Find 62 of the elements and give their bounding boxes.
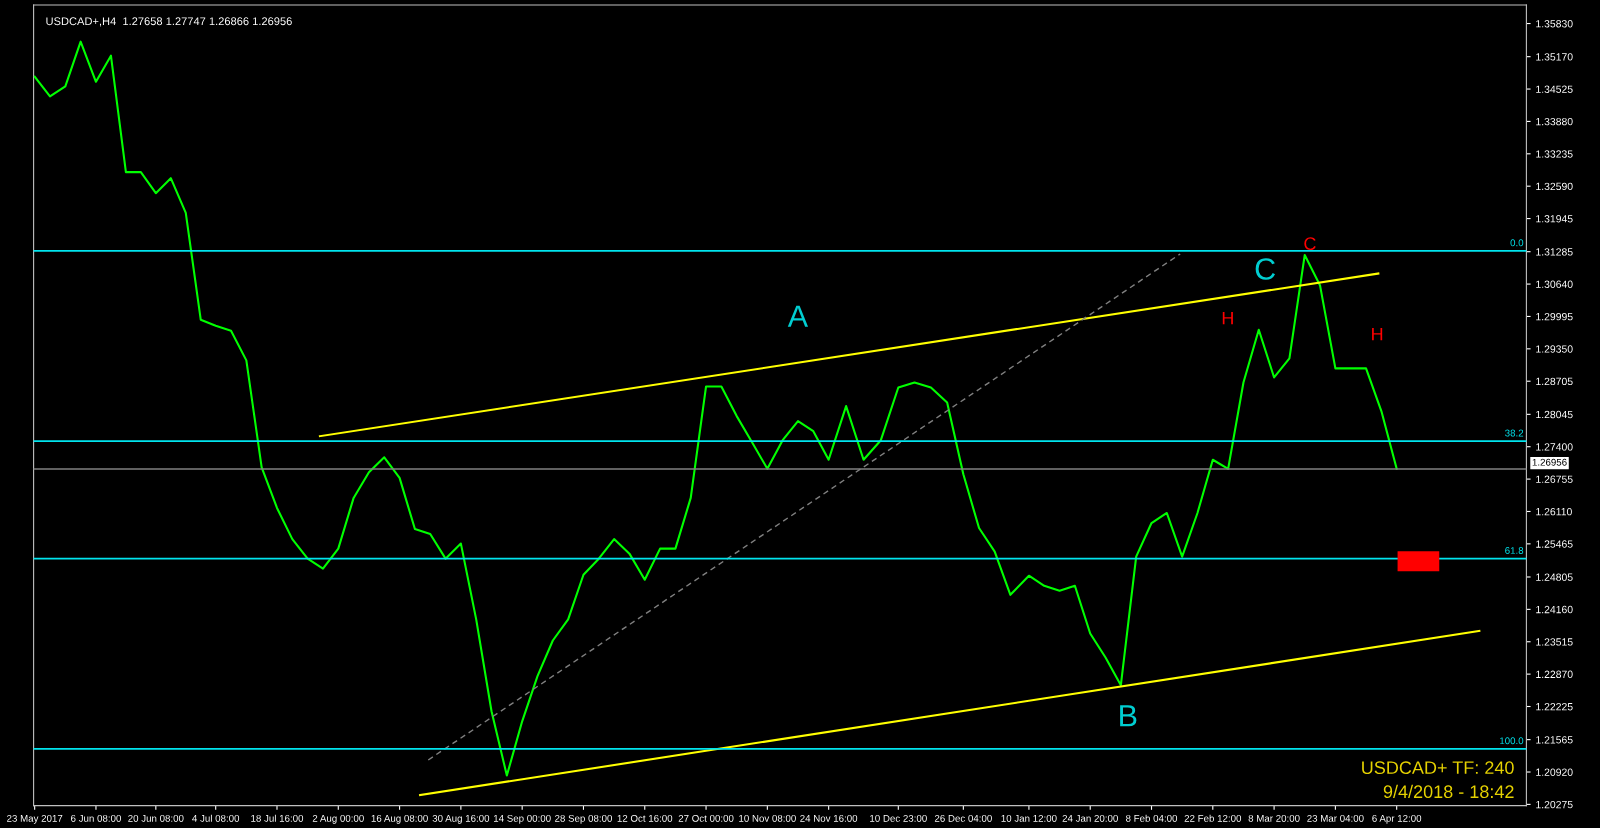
x-tick-label: 26 Dec 04:00 (934, 814, 992, 822)
y-tick-label: 1.22870 (1536, 670, 1573, 678)
y-tick-label: 1.25465 (1536, 540, 1573, 548)
y-tick-label: 1.26755 (1536, 475, 1573, 483)
y-tick-label: 1.23515 (1536, 638, 1573, 646)
annotation: 9/4/2018 - 18:42 (1383, 784, 1514, 799)
y-tick-label: 1.35170 (1536, 53, 1573, 61)
ref-line-label: 1.26956 (1532, 458, 1567, 466)
y-tick-label: 1.31285 (1536, 248, 1573, 256)
y-tick-label: 1.33880 (1536, 117, 1573, 126)
x-tick-label: 16 Aug 08:00 (371, 814, 428, 824)
y-tick-label: 1.21565 (1536, 736, 1573, 744)
x-tick-label: 20 Jun 08:00 (128, 814, 184, 822)
x-tick-label: 24 Jan 20:00 (1062, 814, 1118, 822)
annotation: C (1255, 258, 1276, 280)
annotation: H (1222, 311, 1233, 325)
annotation: 0.0 (1510, 239, 1524, 247)
y-tick-label: 1.30640 (1536, 280, 1573, 288)
x-tick-label: 28 Sep 08:00 (555, 814, 613, 824)
annotation: H (1372, 327, 1383, 341)
y-tick-label: 1.29995 (1536, 312, 1573, 321)
x-tick-label: 27 Oct 00:00 (678, 814, 734, 822)
y-tick-label: 1.31945 (1536, 215, 1573, 223)
y-tick-label: 1.33235 (1536, 150, 1573, 158)
x-tick-label: 10 Nov 08:00 (739, 814, 796, 822)
y-tick-label: 1.28705 (1536, 377, 1573, 386)
x-tick-label: 10 Dec 23:00 (870, 814, 927, 822)
x-tick-label: 22 Feb 12:00 (1184, 814, 1242, 822)
annotation: A (787, 305, 809, 327)
x-tick-label: 6 Jun 08:00 (71, 814, 121, 822)
x-tick-label: 12 Oct 16:00 (617, 814, 673, 822)
x-tick-label: 10 Jan 12:00 (1001, 814, 1057, 822)
y-tick-label: 1.24160 (1536, 605, 1573, 614)
y-tick-label: 1.35830 (1536, 20, 1573, 28)
x-tick-label: 4 Jul 08:00 (192, 814, 240, 822)
x-tick-label: 18 Jul 16:00 (251, 814, 304, 822)
x-tick-label: 23 Mar 04:00 (1307, 814, 1364, 822)
annotation: 100.0 (1500, 737, 1524, 745)
annotation: 61.8 (1505, 547, 1524, 554)
y-tick-label: 1.22225 (1536, 703, 1573, 711)
y-tick-label: 1.20920 (1536, 768, 1573, 776)
annotation: USDCAD+ TF: 240 (1362, 761, 1514, 775)
y-tick-label: 1.29350 (1536, 345, 1573, 353)
x-tick-label: 2 Aug 00:00 (312, 814, 364, 824)
x-tick-label: 23 May 2017 (7, 814, 63, 824)
y-tick-label: 1.32590 (1536, 182, 1573, 191)
x-tick-label: 24 Nov 16:00 (800, 814, 858, 822)
y-tick-label: 1.34525 (1536, 85, 1573, 93)
y-tick-label: 1.20275 (1536, 800, 1573, 809)
annotation: C (1304, 237, 1316, 251)
text: USDCAD+,H4 1.27658 1.27747 1.26866 1.26956 (46, 17, 292, 27)
y-tick-label: 1.28045 (1536, 410, 1573, 419)
y-tick-label: 1.27400 (1536, 443, 1573, 451)
y-tick-label: 1.24805 (1536, 573, 1573, 581)
x-tick-label: 30 Aug 16:00 (432, 814, 490, 824)
x-tick-label: 6 Apr 12:00 (1372, 814, 1422, 824)
y-tick-label: 1.26110 (1536, 507, 1572, 516)
x-tick-label: 14 Sep 00:00 (493, 814, 551, 824)
annotation: 38.2 (1505, 429, 1524, 437)
annotation: B (1120, 705, 1137, 727)
x-tick-label: 8 Mar 20:00 (1248, 814, 1300, 822)
x-tick-label: 8 Feb 04:00 (1125, 814, 1178, 822)
